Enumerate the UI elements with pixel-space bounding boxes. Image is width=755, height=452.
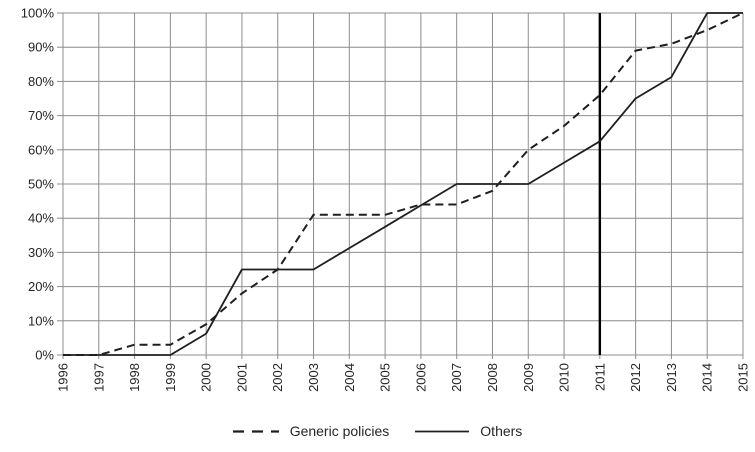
legend-item-others: Others (415, 423, 522, 439)
x-tick-label: 2005 (378, 363, 393, 392)
x-tick-label: 2001 (234, 363, 249, 392)
x-tick-label: 2004 (342, 363, 357, 392)
series-line-others (63, 12, 743, 356)
y-tick-label: 70% (28, 108, 54, 123)
y-tick-label: 10% (28, 313, 54, 328)
y-tick-label: 50% (28, 177, 54, 192)
y-tick-label: 90% (28, 40, 54, 55)
chart-legend: Generic policies Others (0, 423, 755, 439)
solid-line-sample-icon (415, 430, 470, 432)
x-tick-label: 1997 (91, 363, 106, 392)
x-tick-label: 1998 (127, 363, 142, 392)
legend-item-generic-policies: Generic policies (232, 423, 390, 439)
y-tick-label: 20% (28, 279, 54, 294)
series-line-generic-policies (63, 12, 744, 356)
x-tick-label: 1996 (56, 363, 71, 392)
x-tick-label: 2003 (306, 363, 321, 392)
y-tick-label: 30% (28, 245, 54, 260)
x-tick-label: 2009 (521, 363, 536, 392)
x-tick-label: 2012 (628, 363, 643, 392)
x-tick-label: 2006 (413, 363, 428, 392)
y-tick-label: 60% (28, 142, 54, 157)
y-tick-label: 40% (28, 211, 54, 226)
policy-timeline-chart: 0% 10% 20% 30% 40% 50% 60% 70% 80% 90% 100% 1996 199… (21, 6, 751, 392)
x-tick-label: 1999 (163, 363, 178, 392)
x-tick-label: 2011 (592, 363, 607, 391)
legend-label-others: Others (480, 423, 523, 439)
y-tick-label: 0% (35, 348, 54, 363)
x-tick-label: 2000 (199, 363, 214, 392)
y-tick-label: 80% (28, 74, 54, 89)
x-tick-label: 2008 (485, 363, 500, 392)
y-tick-label: 100% (21, 6, 55, 21)
x-tick-label: 2002 (270, 363, 285, 392)
x-tick-label: 2013 (664, 363, 679, 392)
x-tick-label: 2010 (557, 363, 572, 392)
x-tick-label: 2015 (736, 363, 751, 392)
dashed-line-sample-icon (232, 429, 279, 433)
legend-label-generic-policies: Generic policies (289, 423, 390, 439)
x-tick-label: 2007 (449, 363, 464, 392)
x-tick-label: 2014 (700, 363, 715, 392)
